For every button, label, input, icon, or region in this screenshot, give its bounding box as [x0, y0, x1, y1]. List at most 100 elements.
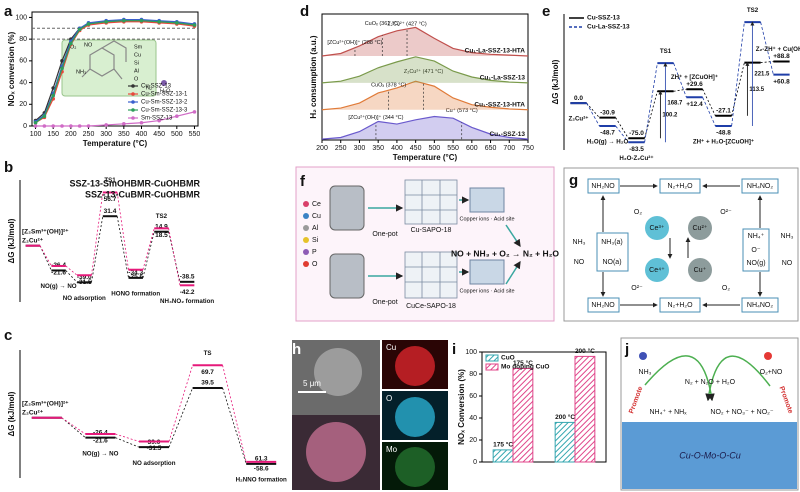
x-tick-label: 700 — [503, 145, 515, 152]
start-label: Z₂Cu²⁺ — [22, 409, 44, 416]
inset-label: Cu — [134, 52, 141, 58]
legend-label: Mo doping CuO — [501, 364, 549, 371]
map-label: Mo — [386, 445, 398, 454]
value-label: -26.4 — [93, 429, 108, 436]
plot-frame — [31, 11, 199, 127]
connector — [731, 62, 745, 116]
marker — [122, 18, 126, 23]
inset-label: Sm — [134, 44, 143, 50]
bar-label: 200 °C — [575, 347, 595, 355]
marker — [175, 21, 179, 25]
y-axis-label: NOₓ conversion (%) — [7, 31, 16, 106]
panel-label: b — [4, 159, 13, 176]
x-tick-label: 250 — [335, 145, 347, 152]
value-label: -21.6 — [93, 438, 108, 445]
panel-label: j — [624, 341, 629, 358]
connector — [61, 417, 86, 435]
value-label: 14.9 — [155, 223, 168, 230]
panel-label: a — [4, 3, 13, 20]
stage-label: ZH⁺ + [ZCuOH]⁺ — [671, 74, 718, 81]
marker — [77, 124, 82, 128]
crystal — [469, 187, 505, 285]
stage-label: TS1 — [104, 177, 116, 184]
x-tick-label: 400 — [391, 145, 403, 152]
marker — [86, 22, 91, 26]
species: O₂+NO — [760, 369, 783, 376]
bar-label: 200 °C — [555, 413, 575, 421]
species: NH₄NO₂ — [747, 302, 773, 309]
legend-marker — [131, 108, 135, 112]
connector — [142, 228, 155, 270]
legend-label: Cu-SSZ-13 — [141, 84, 172, 90]
y-tick-label: 40 — [469, 415, 477, 422]
value-label: -83.5 — [629, 146, 644, 153]
legend-marker — [303, 213, 309, 219]
peak-label: Z₂Cu²⁺ (427 °C) — [387, 20, 426, 27]
species: NH₄NO₂ — [747, 183, 773, 190]
value-label: -39.0 — [77, 274, 92, 281]
y-axis-label: ΔG (kJ/mol) — [551, 59, 560, 104]
x-tick-label: 300 — [100, 131, 112, 138]
y-tick-label: 20 — [469, 437, 477, 444]
legend-label: Cu-La-SSZ-13 — [587, 24, 630, 31]
peak-label: CuOₓ (378 °C) — [371, 83, 406, 89]
legend-marker — [131, 116, 135, 120]
connector — [615, 125, 629, 143]
marker — [51, 124, 55, 128]
y-axis-label: ΔG (kJ/mol) — [7, 218, 16, 263]
value-label: +88.8 — [773, 53, 790, 60]
legend-label: Cu-Sm-SSZ-13-1 — [141, 92, 188, 98]
reaction: NO + NH₃ + O₂ → N₂ + H₂O — [451, 248, 559, 258]
inset-label: H₂O — [160, 88, 171, 94]
y-tick-label: 100 — [15, 14, 27, 21]
legend-label: SSZ-13-CuBMR-CuOHBMR — [85, 189, 200, 199]
legend-marker — [303, 249, 309, 255]
legend-marker — [303, 237, 309, 243]
legend-label: Al — [312, 225, 319, 232]
y-tick-label: 40 — [19, 79, 27, 86]
stage-label: NO(g) → NO — [82, 450, 118, 457]
marker — [157, 118, 161, 123]
marker — [60, 124, 64, 128]
x-tick-label: 100 — [30, 131, 42, 138]
x-axis-label: Temperature (°C) — [393, 153, 458, 162]
marker — [42, 124, 47, 128]
x-tick-label: 500 — [171, 131, 183, 138]
connector — [702, 89, 716, 116]
framework — [404, 179, 458, 299]
peak-label: Z₂Cu²⁺ (471 °C) — [404, 68, 443, 75]
series-label: Cu₁-La-SSZ-13 — [480, 75, 526, 82]
map-label: O — [386, 394, 392, 403]
series-label: Cu₁-La-SSZ-13-HTA — [465, 48, 526, 55]
value-label: -42.2 — [180, 289, 195, 296]
value-label: -58.6 — [254, 466, 269, 473]
legend-label: SSZ-13-SmOHBMR-CuOHBMR — [70, 178, 201, 188]
y-tick-label: 0 — [473, 459, 477, 466]
bar-label: 175 °C — [513, 359, 533, 367]
panel-label: d — [300, 3, 309, 20]
legend-swatch — [485, 363, 499, 371]
stage-label: NO(g) → NO — [41, 283, 77, 290]
marker — [139, 120, 144, 125]
series-area — [322, 27, 528, 56]
legend-label: P — [312, 249, 317, 256]
marker — [60, 66, 64, 71]
connector — [91, 192, 104, 276]
bar — [512, 368, 534, 463]
stage-label: ZH⁺ + H₂O-[ZCuOH]⁺ — [693, 139, 754, 146]
inset-molecule — [161, 80, 167, 86]
stage-label: H₂O-Z₂Cu²⁺ — [619, 155, 653, 162]
species: NO(g) — [746, 260, 765, 267]
sem-particle — [314, 348, 362, 396]
arrow — [644, 355, 715, 402]
value-label: 69.7 — [201, 369, 214, 376]
inset-label: Al — [134, 68, 139, 74]
x-tick-label: 550 — [447, 145, 459, 152]
x-tick-label: 750 — [522, 145, 534, 152]
x-tick-label: 150 — [47, 131, 59, 138]
stage-label: NO adsorption — [63, 295, 106, 302]
bar — [574, 355, 596, 463]
marker — [175, 114, 179, 119]
legend-label: Cu-SSZ-13 — [587, 15, 620, 22]
y-axis-label: ΔG (kJ/mol) — [7, 391, 16, 436]
